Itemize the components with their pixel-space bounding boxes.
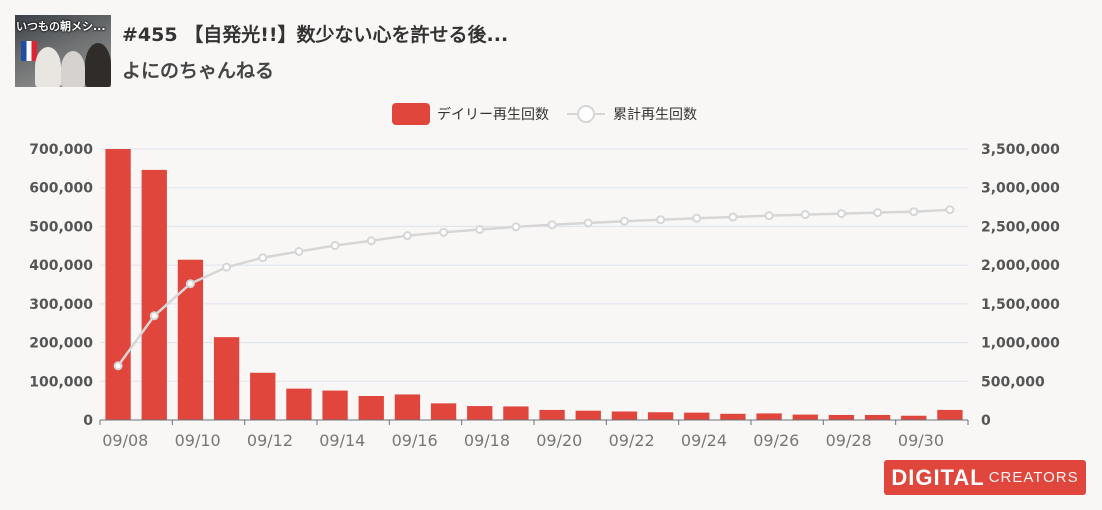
flag-icon (21, 41, 37, 61)
x-tick-label: 09/16 (392, 431, 438, 450)
line-point[interactable] (113, 361, 123, 371)
line-point[interactable] (402, 231, 412, 241)
x-tick-label: 09/14 (319, 431, 365, 450)
video-title[interactable]: #455 【自発光!!】数少ない心を許せる後... (122, 24, 509, 46)
legend-label-cumulative[interactable]: 累計再生回数 (613, 107, 697, 123)
thumbnail-caption: いつもの朝メシ... (16, 20, 106, 33)
bar[interactable] (575, 410, 601, 420)
brand-name-light: CREATORS (988, 469, 1079, 486)
video-thumbnail[interactable]: いつもの朝メシ... (15, 15, 111, 87)
x-tick-label: 09/24 (681, 431, 727, 450)
x-tick-label: 09/10 (175, 431, 221, 450)
y-right-tick-label: 500,000 (981, 374, 1045, 390)
x-tick-label: 09/08 (102, 431, 148, 450)
person-figure (35, 47, 61, 87)
legend-label-daily[interactable]: デイリー再生回数 (437, 107, 549, 123)
bar[interactable] (647, 412, 674, 420)
line-point[interactable] (873, 208, 883, 218)
y-left-tick-label: 0 (83, 413, 93, 429)
x-tick-label: 09/26 (753, 431, 799, 450)
x-tick-label: 09/22 (609, 431, 655, 450)
channel-name[interactable]: よにのちゃんねる (122, 60, 275, 82)
x-tick-label: 09/20 (536, 431, 582, 450)
line-point[interactable] (222, 262, 232, 272)
y-right-tick-label: 2,000,000 (981, 258, 1060, 274)
y-right-tick-label: 1,500,000 (981, 297, 1060, 313)
line-point[interactable] (619, 216, 629, 226)
bar[interactable] (503, 406, 529, 420)
bar[interactable] (720, 413, 746, 420)
y-right-tick-label: 3,500,000 (981, 142, 1060, 158)
line-point[interactable] (583, 218, 593, 228)
bar[interactable] (467, 406, 493, 420)
line-point[interactable] (692, 213, 702, 223)
bar[interactable] (394, 394, 421, 420)
line-point[interactable] (547, 220, 557, 230)
line-point[interactable] (764, 211, 774, 221)
bar[interactable] (611, 411, 638, 420)
y-right-tick-label: 1,000,000 (981, 336, 1060, 352)
legend-bar-swatch[interactable] (392, 103, 430, 125)
y-left-tick-label: 200,000 (29, 336, 93, 352)
x-tick-label: 09/28 (826, 431, 872, 450)
bar[interactable] (105, 149, 131, 420)
legend-line-swatch[interactable] (567, 103, 605, 125)
y-right-tick-label: 0 (981, 413, 991, 429)
line-point[interactable] (294, 246, 304, 256)
x-tick-label: 09/30 (898, 431, 944, 450)
chart-legend: デイリー再生回数 累計再生回数 (392, 102, 697, 126)
line-point[interactable] (330, 241, 340, 251)
line-point[interactable] (728, 212, 738, 222)
line-point[interactable] (836, 209, 846, 219)
bar[interactable] (286, 388, 312, 420)
bar[interactable] (322, 390, 348, 420)
y-right-tick-label: 2,500,000 (981, 219, 1060, 235)
bar[interactable] (901, 415, 927, 420)
y-left-tick-label: 700,000 (29, 142, 93, 158)
line-point[interactable] (149, 311, 159, 321)
bar[interactable] (358, 395, 384, 420)
line-point[interactable] (511, 222, 521, 232)
y-right-tick-label: 3,000,000 (981, 181, 1060, 197)
bar[interactable] (792, 414, 818, 420)
bar[interactable] (684, 412, 710, 420)
bar[interactable] (141, 169, 167, 420)
brand-name-bold: DIGITAL (891, 464, 985, 490)
line-point[interactable] (656, 215, 666, 225)
bar[interactable] (430, 403, 457, 420)
line-point[interactable] (945, 205, 955, 215)
person-figure (61, 51, 85, 87)
line-point[interactable] (475, 225, 485, 235)
line-point[interactable] (258, 253, 268, 263)
y-left-tick-label: 300,000 (29, 297, 93, 313)
line-point[interactable] (909, 207, 919, 217)
bar[interactable] (213, 337, 240, 420)
bar[interactable] (828, 414, 855, 420)
line-point[interactable] (439, 227, 449, 237)
brand-logo[interactable]: DIGITAL CREATORS (884, 460, 1086, 495)
line-point[interactable] (185, 279, 195, 289)
y-left-tick-label: 600,000 (29, 181, 93, 197)
bar[interactable] (864, 414, 891, 420)
y-left-tick-label: 500,000 (29, 219, 93, 235)
x-tick-label: 09/18 (464, 431, 510, 450)
bar[interactable] (250, 372, 276, 420)
bar[interactable] (937, 409, 963, 420)
line-point[interactable] (366, 236, 376, 246)
cumulative-line (117, 208, 950, 367)
bar[interactable] (756, 413, 782, 420)
line-point[interactable] (800, 210, 810, 220)
person-figure (85, 43, 111, 87)
y-left-tick-label: 100,000 (29, 374, 93, 390)
y-left-tick-label: 400,000 (29, 258, 93, 274)
x-tick-label: 09/12 (247, 431, 293, 450)
bar[interactable] (539, 409, 565, 420)
